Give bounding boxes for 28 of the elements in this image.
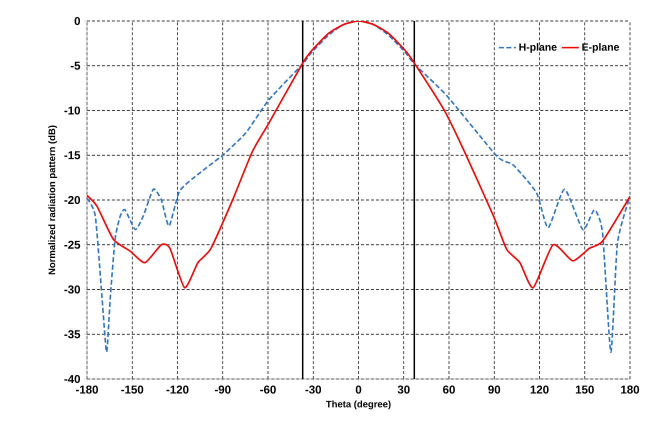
x-axis-title: Theta (degree) xyxy=(326,400,391,410)
legend-label: E-plane xyxy=(582,43,620,53)
y-tick-label: -25 xyxy=(64,240,80,249)
x-tick-label: -150 xyxy=(121,386,144,394)
x-tick-label: -180 xyxy=(76,386,98,394)
y-tick-label: -40 xyxy=(64,374,80,384)
y-tick-label: -35 xyxy=(64,330,80,338)
x-tick-label: 30 xyxy=(398,386,410,394)
x-tick-label: -60 xyxy=(260,386,276,394)
line-series xyxy=(87,21,630,353)
y-tick-label: 0 xyxy=(74,16,80,26)
y-tick-label: -20 xyxy=(64,196,80,204)
x-tick-label: 60 xyxy=(443,386,455,394)
x-tick-label: -30 xyxy=(305,386,322,394)
line-series xyxy=(87,21,630,289)
x-tick-label: 150 xyxy=(576,386,594,394)
y-tick-label: -5 xyxy=(70,62,80,70)
y-tick-label: -10 xyxy=(64,106,80,115)
y-axis-title: Normalized radiation pattern (dB) xyxy=(48,126,58,274)
x-tick-label: 120 xyxy=(530,386,549,394)
x-tick-label: 180 xyxy=(621,386,640,394)
legend-label: H-plane xyxy=(519,43,557,53)
x-tick-label: 90 xyxy=(488,386,500,394)
y-tick-label: -15 xyxy=(64,151,80,160)
x-tick-label: -90 xyxy=(214,386,231,394)
x-tick-label: 0 xyxy=(356,386,362,394)
x-tick-label: -120 xyxy=(166,386,188,394)
y-tick-label: -30 xyxy=(64,285,80,294)
